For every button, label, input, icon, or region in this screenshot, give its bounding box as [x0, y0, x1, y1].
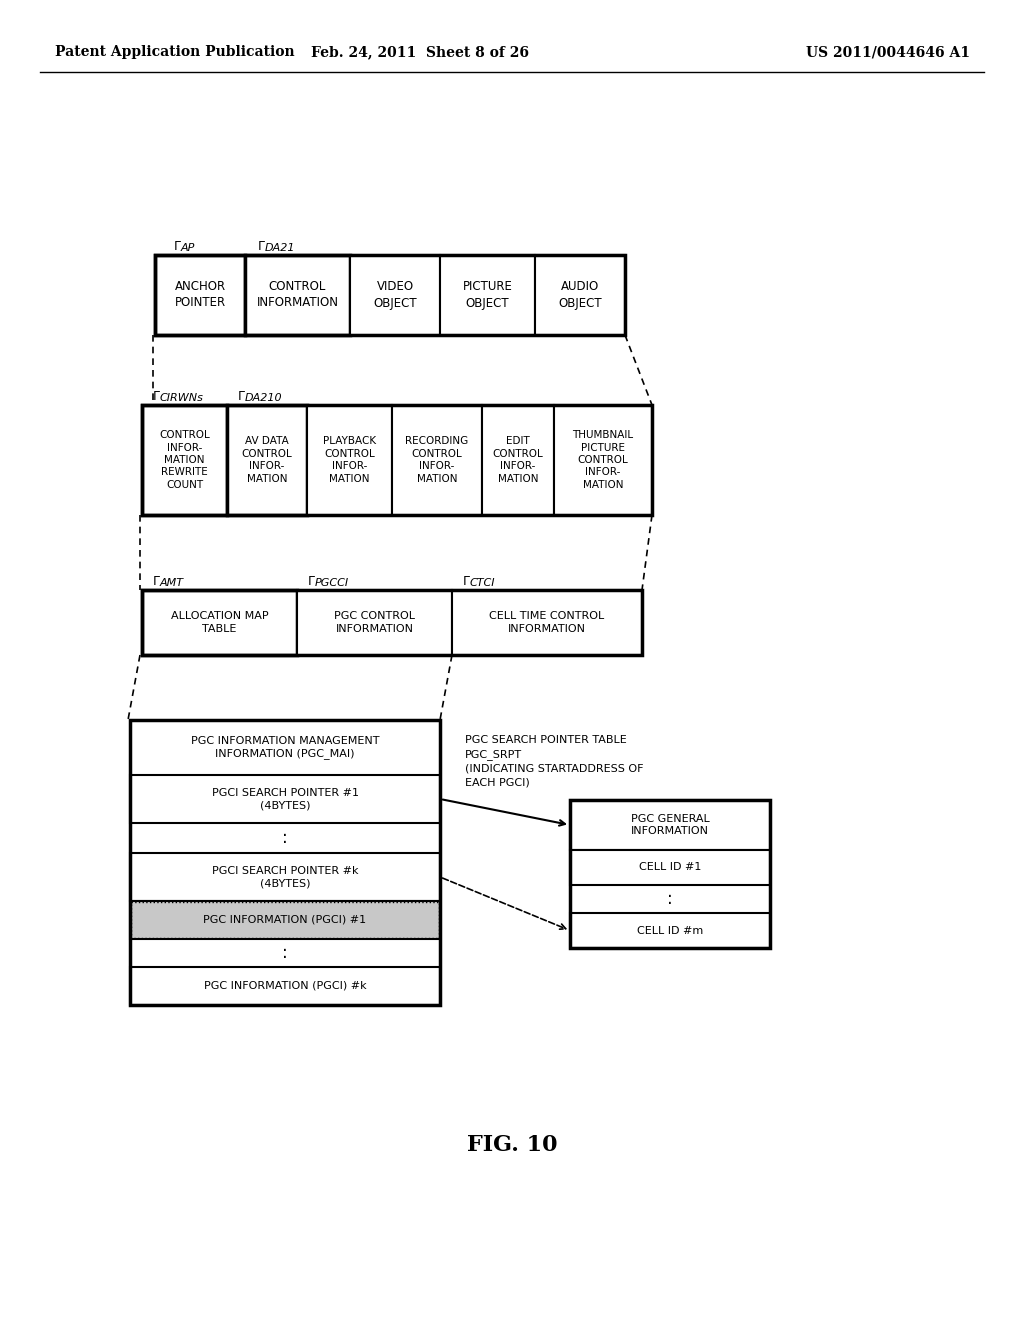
- Text: CELL ID #1: CELL ID #1: [639, 862, 701, 873]
- Bar: [570, 800, 770, 850]
- Text: Feb. 24, 2011  Sheet 8 of 26: Feb. 24, 2011 Sheet 8 of 26: [311, 45, 529, 59]
- Text: :: :: [667, 890, 673, 908]
- Text: CONTROL
INFORMATION: CONTROL INFORMATION: [256, 281, 339, 309]
- Bar: [440, 255, 535, 335]
- Text: PICTURE
OBJECT: PICTURE OBJECT: [463, 281, 512, 309]
- Text: :: :: [283, 944, 288, 962]
- Bar: [131, 902, 439, 939]
- Text: CELL ID #m: CELL ID #m: [637, 925, 703, 936]
- Text: $\mathsf{\Gamma}$: $\mathsf{\Gamma}$: [257, 240, 266, 253]
- Text: CELL TIME CONTROL
INFORMATION: CELL TIME CONTROL INFORMATION: [489, 611, 604, 634]
- Text: PGC CONTROL
INFORMATION: PGC CONTROL INFORMATION: [334, 611, 415, 634]
- Text: PGCI SEARCH POINTER #k
(4BYTES): PGCI SEARCH POINTER #k (4BYTES): [212, 866, 358, 888]
- Bar: [142, 590, 297, 655]
- Bar: [350, 255, 440, 335]
- Text: VIDEO
OBJECT: VIDEO OBJECT: [373, 281, 417, 309]
- Text: DA21: DA21: [265, 243, 296, 253]
- Bar: [297, 590, 452, 655]
- Bar: [570, 850, 770, 884]
- Text: AP: AP: [181, 243, 196, 253]
- Text: $\mathsf{\Gamma}$: $\mathsf{\Gamma}$: [152, 389, 161, 403]
- Text: ALLOCATION MAP
TABLE: ALLOCATION MAP TABLE: [171, 611, 268, 634]
- Bar: [142, 405, 227, 515]
- Text: PGC INFORMATION (PGCI) #k: PGC INFORMATION (PGCI) #k: [204, 981, 367, 991]
- Bar: [554, 405, 652, 515]
- Bar: [570, 800, 770, 948]
- Text: $\mathsf{\Gamma}$: $\mathsf{\Gamma}$: [152, 576, 161, 587]
- Bar: [142, 405, 652, 515]
- Text: $\mathsf{\Gamma}$: $\mathsf{\Gamma}$: [237, 389, 246, 403]
- Text: PGC SEARCH POINTER TABLE
PGC_SRPT
(INDICATING STARTADDRESS OF
EACH PGCI): PGC SEARCH POINTER TABLE PGC_SRPT (INDIC…: [465, 735, 643, 788]
- Text: Patent Application Publication: Patent Application Publication: [55, 45, 295, 59]
- Text: CONTROL
INFOR-
MATION
REWRITE
COUNT: CONTROL INFOR- MATION REWRITE COUNT: [159, 430, 210, 490]
- Bar: [482, 405, 554, 515]
- Text: AMT: AMT: [160, 578, 184, 587]
- Text: AV DATA
CONTROL
INFOR-
MATION: AV DATA CONTROL INFOR- MATION: [242, 437, 293, 483]
- Bar: [130, 853, 440, 902]
- Bar: [570, 913, 770, 948]
- Bar: [227, 405, 307, 515]
- Text: THUMBNAIL
PICTURE
CONTROL
INFOR-
MATION: THUMBNAIL PICTURE CONTROL INFOR- MATION: [572, 430, 634, 490]
- Bar: [452, 590, 642, 655]
- Bar: [130, 775, 440, 822]
- Text: PGC GENERAL
INFORMATION: PGC GENERAL INFORMATION: [631, 814, 710, 836]
- Bar: [155, 255, 245, 335]
- Text: CTCI: CTCI: [470, 578, 496, 587]
- Bar: [142, 590, 642, 655]
- Bar: [155, 255, 625, 335]
- Text: EDIT
CONTROL
INFOR-
MATION: EDIT CONTROL INFOR- MATION: [493, 437, 544, 483]
- Bar: [130, 968, 440, 1005]
- Text: PGC INFORMATION MANAGEMENT
INFORMATION (PGC_MAI): PGC INFORMATION MANAGEMENT INFORMATION (…: [190, 735, 379, 759]
- Text: ANCHOR
POINTER: ANCHOR POINTER: [174, 281, 225, 309]
- Text: AUDIO
OBJECT: AUDIO OBJECT: [558, 281, 602, 309]
- Text: PGC INFORMATION (PGCI) #1: PGC INFORMATION (PGCI) #1: [204, 915, 367, 925]
- Bar: [130, 902, 440, 939]
- Bar: [392, 405, 482, 515]
- Text: PGCCI: PGCCI: [315, 578, 349, 587]
- Text: :: :: [283, 829, 288, 847]
- Text: CIRWNs: CIRWNs: [160, 393, 204, 403]
- Text: FIG. 10: FIG. 10: [467, 1134, 557, 1156]
- Text: $\mathsf{\Gamma}$: $\mathsf{\Gamma}$: [173, 240, 182, 253]
- Text: US 2011/0044646 A1: US 2011/0044646 A1: [806, 45, 970, 59]
- Bar: [130, 719, 440, 775]
- Text: DA210: DA210: [245, 393, 283, 403]
- Text: RECORDING
CONTROL
INFOR-
MATION: RECORDING CONTROL INFOR- MATION: [406, 437, 469, 483]
- Text: PGCI SEARCH POINTER #1
(4BYTES): PGCI SEARCH POINTER #1 (4BYTES): [212, 788, 358, 810]
- Bar: [245, 255, 350, 335]
- Text: $\mathsf{\Gamma}$: $\mathsf{\Gamma}$: [307, 576, 315, 587]
- Bar: [307, 405, 392, 515]
- Text: PLAYBACK
CONTROL
INFOR-
MATION: PLAYBACK CONTROL INFOR- MATION: [323, 437, 376, 483]
- Bar: [535, 255, 625, 335]
- Bar: [130, 719, 440, 1005]
- Text: $\mathsf{\Gamma}$: $\mathsf{\Gamma}$: [462, 576, 471, 587]
